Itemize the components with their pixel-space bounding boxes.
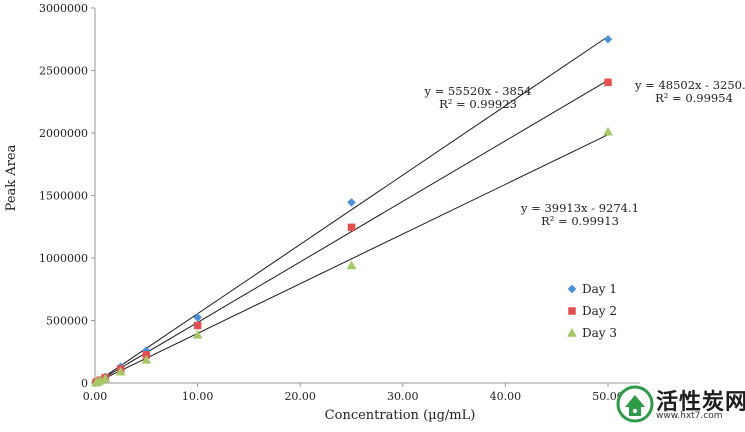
y-axis-title: Peak Area <box>4 144 19 211</box>
y-tick-label: 0 <box>81 377 88 390</box>
data-point <box>141 354 152 364</box>
y-tick-label: 2500000 <box>39 65 88 78</box>
y-tick-label: 1500000 <box>39 190 88 203</box>
data-point <box>346 260 357 270</box>
logo-icon <box>616 385 654 423</box>
trendlines <box>94 36 609 384</box>
legend-label: Day 2 <box>582 304 617 318</box>
trendline-equation: y = 39913x - 9274.1 <box>520 201 639 215</box>
x-tick-label: 20.00 <box>284 390 316 403</box>
x-tick-label: 40.00 <box>490 390 522 403</box>
data-point <box>604 78 612 87</box>
x-tick-label: 0.00 <box>83 390 108 403</box>
data-point <box>193 313 202 322</box>
trendline-r2: R² = 0.99954 <box>655 91 733 105</box>
y-tick-label: 3000000 <box>39 2 88 15</box>
trendline <box>94 36 609 384</box>
data-point <box>193 321 202 330</box>
data-points <box>91 34 613 387</box>
y-tick-label: 1000000 <box>39 252 88 265</box>
legend-marker <box>567 327 577 337</box>
watermark-title: 活性炭网 <box>656 390 745 415</box>
trendline-r2: R² = 0.99923 <box>439 97 517 111</box>
trendline <box>94 79 609 384</box>
data-point <box>115 366 126 376</box>
data-point <box>192 329 203 339</box>
data-point <box>347 223 356 232</box>
x-tick-label: 50.00 <box>592 390 624 403</box>
axes <box>94 8 640 384</box>
data-point <box>347 198 356 207</box>
tick-labels: 0 500000 1000000 1500000 2000000 2500000 30000… <box>39 2 624 403</box>
y-tick-label: 500000 <box>46 315 88 328</box>
watermark: 活性炭网 www.hxt7.com <box>616 384 745 424</box>
data-point <box>100 373 111 383</box>
data-point <box>603 126 613 136</box>
legend-label: Day 1 <box>582 282 617 296</box>
trendline <box>94 134 609 384</box>
y-tick-label: 2000000 <box>39 127 88 140</box>
trendline-equation: y = 48502x - 3250.4 <box>634 78 745 92</box>
watermark-url: www.hxt7.com <box>656 411 723 421</box>
data-point <box>603 34 613 44</box>
x-tick-label: 10.00 <box>182 390 214 403</box>
legend-label: Day 3 <box>582 326 617 340</box>
trendline-equation: y = 55520x - 3854 <box>424 84 532 98</box>
trendline-r2: R² = 0.99913 <box>541 214 619 228</box>
legend-marker <box>568 307 576 315</box>
legend-marker <box>567 284 577 294</box>
x-tick-label: 30.00 <box>387 390 419 403</box>
legend: Day 1 Day 2 Day 3 <box>567 282 617 340</box>
x-axis-title: Concentration (µg/mL) <box>325 408 476 423</box>
